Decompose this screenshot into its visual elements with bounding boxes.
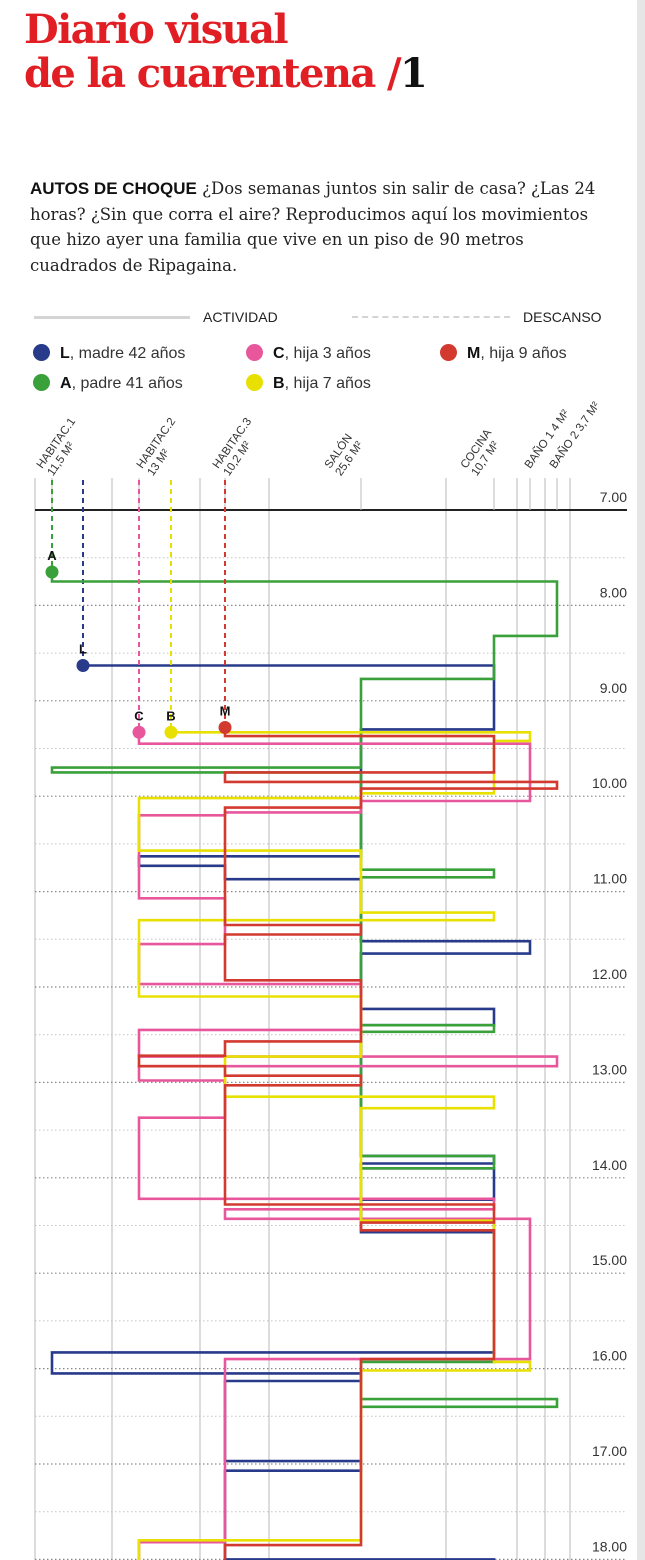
legend-id-l: L: [60, 345, 70, 362]
legend-rest-label: DESCANSO: [523, 309, 602, 325]
room-label-habitac-2: HABITAC.213 M²: [135, 416, 178, 478]
time-label-6: 13.00: [592, 1061, 627, 1077]
legend-dot-a: [33, 374, 50, 391]
title-line-2-text: de la cuarentena /: [24, 50, 402, 97]
time-label-7: 14.00: [592, 1157, 627, 1173]
title-number: 1: [400, 50, 428, 97]
room-label-habitac-3: HABITAC.310,2 M²: [211, 416, 254, 478]
room-label-habitac-1: HABITAC.111,5 M²: [35, 416, 78, 478]
start-dot-m: [218, 721, 232, 735]
legend-person-l: L, madre 42 años: [33, 344, 185, 363]
legend-person-c: C, hija 3 años: [246, 344, 371, 363]
legend-dot-b: [246, 374, 263, 391]
start-dot-c: [132, 725, 146, 739]
legend-rest-line: [352, 316, 510, 318]
legend-desc-a: , padre 41 años: [71, 375, 183, 392]
start-label-l: L: [79, 642, 87, 657]
intro-lead: AUTOS DE CHOQUE: [30, 179, 197, 198]
legend-id-m: M: [467, 345, 481, 362]
legend-desc-b: , hija 7 años: [284, 375, 371, 392]
time-label-1: 8.00: [600, 584, 627, 600]
time-label-10: 17.00: [592, 1443, 627, 1459]
legend-desc-m: , hija 9 años: [480, 345, 567, 362]
legend-dot-l: [33, 344, 50, 361]
title-line-2: de la cuarentena /1: [24, 50, 428, 97]
activity-path-m: [137, 727, 559, 1560]
legend-dot-m: [440, 344, 457, 361]
legend-person-a: A, padre 41 años: [33, 374, 183, 393]
time-label-9: 16.00: [592, 1348, 627, 1364]
start-dot-l: [76, 659, 90, 673]
legend-desc-l: , madre 42 años: [69, 345, 186, 362]
time-label-11: 18.00: [592, 1538, 627, 1554]
legend-id-c: C: [273, 345, 285, 362]
time-label-4: 11.00: [593, 871, 627, 887]
start-label-b: B: [166, 708, 175, 723]
legend-person-m: M, hija 9 años: [440, 344, 567, 363]
activity-path-a: [50, 572, 559, 1409]
time-label-0: 7.00: [600, 489, 627, 505]
legend-dot-c: [246, 344, 263, 361]
intro-paragraph: AUTOS DE CHOQUE ¿Dos semanas juntos sin …: [30, 176, 610, 278]
legend-desc-c: , hija 3 años: [284, 345, 371, 362]
legend-activity-label: ACTIVIDAD: [203, 309, 278, 325]
page-title: Diario visual de la cuarentena /1: [24, 6, 428, 97]
time-label-8: 15.00: [592, 1252, 627, 1268]
start-dot-b: [164, 725, 178, 739]
time-label-3: 10.00: [592, 775, 627, 791]
start-dot-a: [45, 565, 59, 579]
legend-id-b: B: [273, 375, 285, 392]
activity-path-l: [50, 664, 532, 1560]
intro-text: ¿Dos semanas juntos sin salir de casa? ¿…: [30, 179, 596, 275]
start-label-a: A: [47, 548, 57, 563]
time-label-2: 9.00: [600, 680, 627, 696]
legend-person-b: B, hija 7 años: [246, 374, 371, 393]
start-label-m: M: [220, 704, 231, 719]
start-label-c: C: [134, 708, 144, 723]
legend-id-a: A: [60, 375, 72, 392]
legend-activity-line: [34, 316, 190, 319]
title-line-1: Diario visual: [24, 6, 289, 53]
time-label-5: 12.00: [592, 966, 627, 982]
